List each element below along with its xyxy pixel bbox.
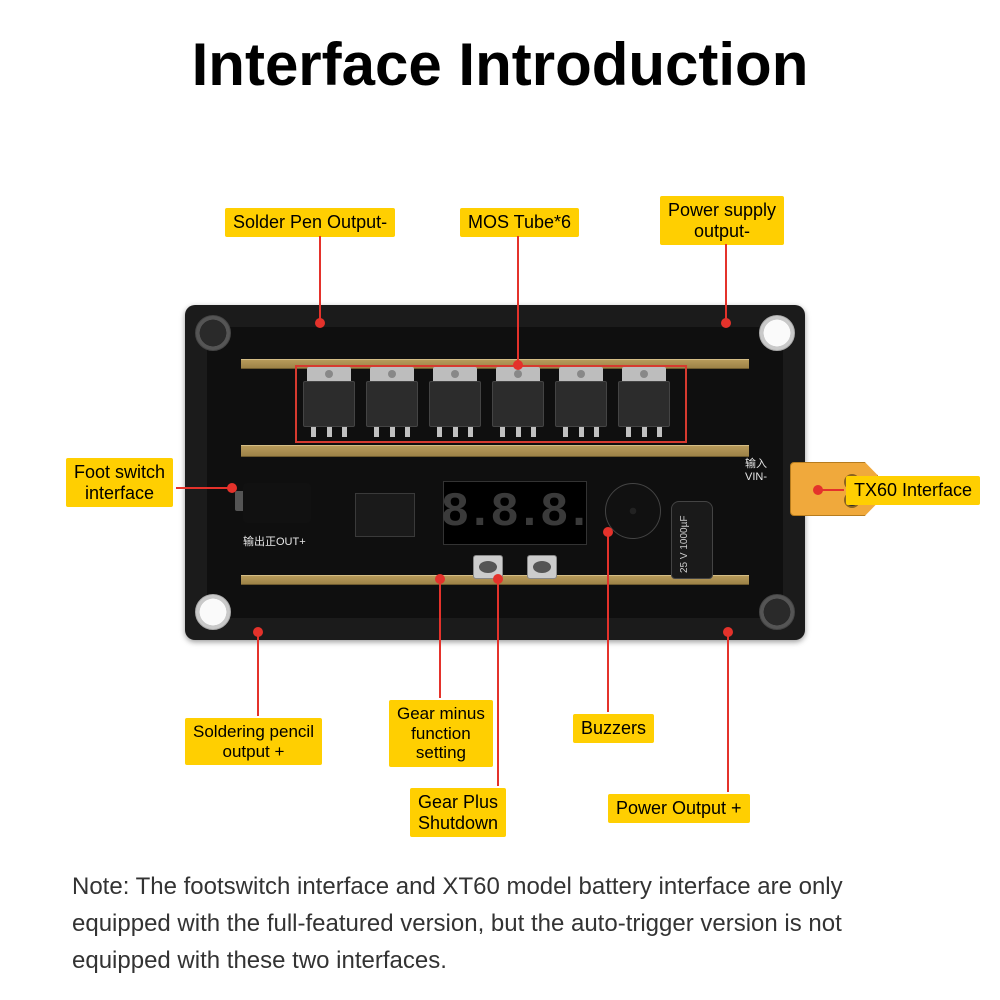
callout-soldering-pencil-output-plus: Soldering penciloutput +: [185, 718, 322, 765]
leader-dot: [493, 574, 503, 584]
leader-dot: [723, 627, 733, 637]
dc-jack: [243, 483, 311, 523]
leader-line: [607, 536, 609, 712]
leader-dot: [227, 483, 237, 493]
callout-solder-pen-output-minus: Solder Pen Output-: [225, 208, 395, 237]
leader-dot: [603, 527, 613, 537]
leader-dot: [435, 574, 445, 584]
silkscreen-text: 输出正OUT+: [243, 533, 306, 549]
callout-buzzers: Buzzers: [573, 714, 654, 743]
leader-dot: [721, 318, 731, 328]
seven-segment-display: 8.8.8.: [443, 481, 587, 545]
leader-line: [497, 582, 499, 786]
gear-plus-button: [527, 555, 557, 579]
callout-gear-minus-function: Gear minusfunctionsetting: [389, 700, 493, 767]
capacitor: [671, 501, 713, 579]
leader-dot: [813, 485, 823, 495]
leader-line: [319, 236, 321, 322]
leader-dot: [315, 318, 325, 328]
buzzer: [605, 483, 661, 539]
leader-line: [725, 244, 727, 322]
busbar: [241, 445, 749, 457]
leader-line: [727, 636, 729, 792]
silkscreen-text: 输入VIN-: [745, 455, 767, 483]
callout-tx60-interface: TX60 Interface: [846, 476, 980, 505]
leader-dot: [513, 360, 523, 370]
capacitor-label: 25 V 1000µF: [679, 516, 690, 573]
page-title: Interface Introduction: [0, 30, 1000, 99]
mosfet-highlight-box: [295, 365, 687, 443]
leader-dot: [253, 627, 263, 637]
pcb-board: 8.8.8. 25 V 1000µF 输出正OUT+ 输入VIN-: [185, 305, 805, 640]
note-text: Note: The footswitch interface and XT60 …: [72, 868, 922, 980]
callout-power-output-plus: Power Output +: [608, 794, 750, 823]
mounting-hole: [759, 315, 795, 351]
mounting-hole: [759, 594, 795, 630]
callout-mos-tube: MOS Tube*6: [460, 208, 579, 237]
leader-line: [517, 236, 519, 364]
callout-gear-plus-shutdown: Gear PlusShutdown: [410, 788, 506, 837]
mounting-hole: [195, 315, 231, 351]
callout-power-supply-output-minus: Power supplyoutput-: [660, 196, 784, 245]
ic-chip: [355, 493, 415, 537]
mounting-hole: [195, 594, 231, 630]
leader-line: [257, 636, 259, 716]
callout-foot-switch-interface: Foot switchinterface: [66, 458, 173, 507]
leader-line: [439, 582, 441, 698]
leader-line: [176, 487, 228, 489]
